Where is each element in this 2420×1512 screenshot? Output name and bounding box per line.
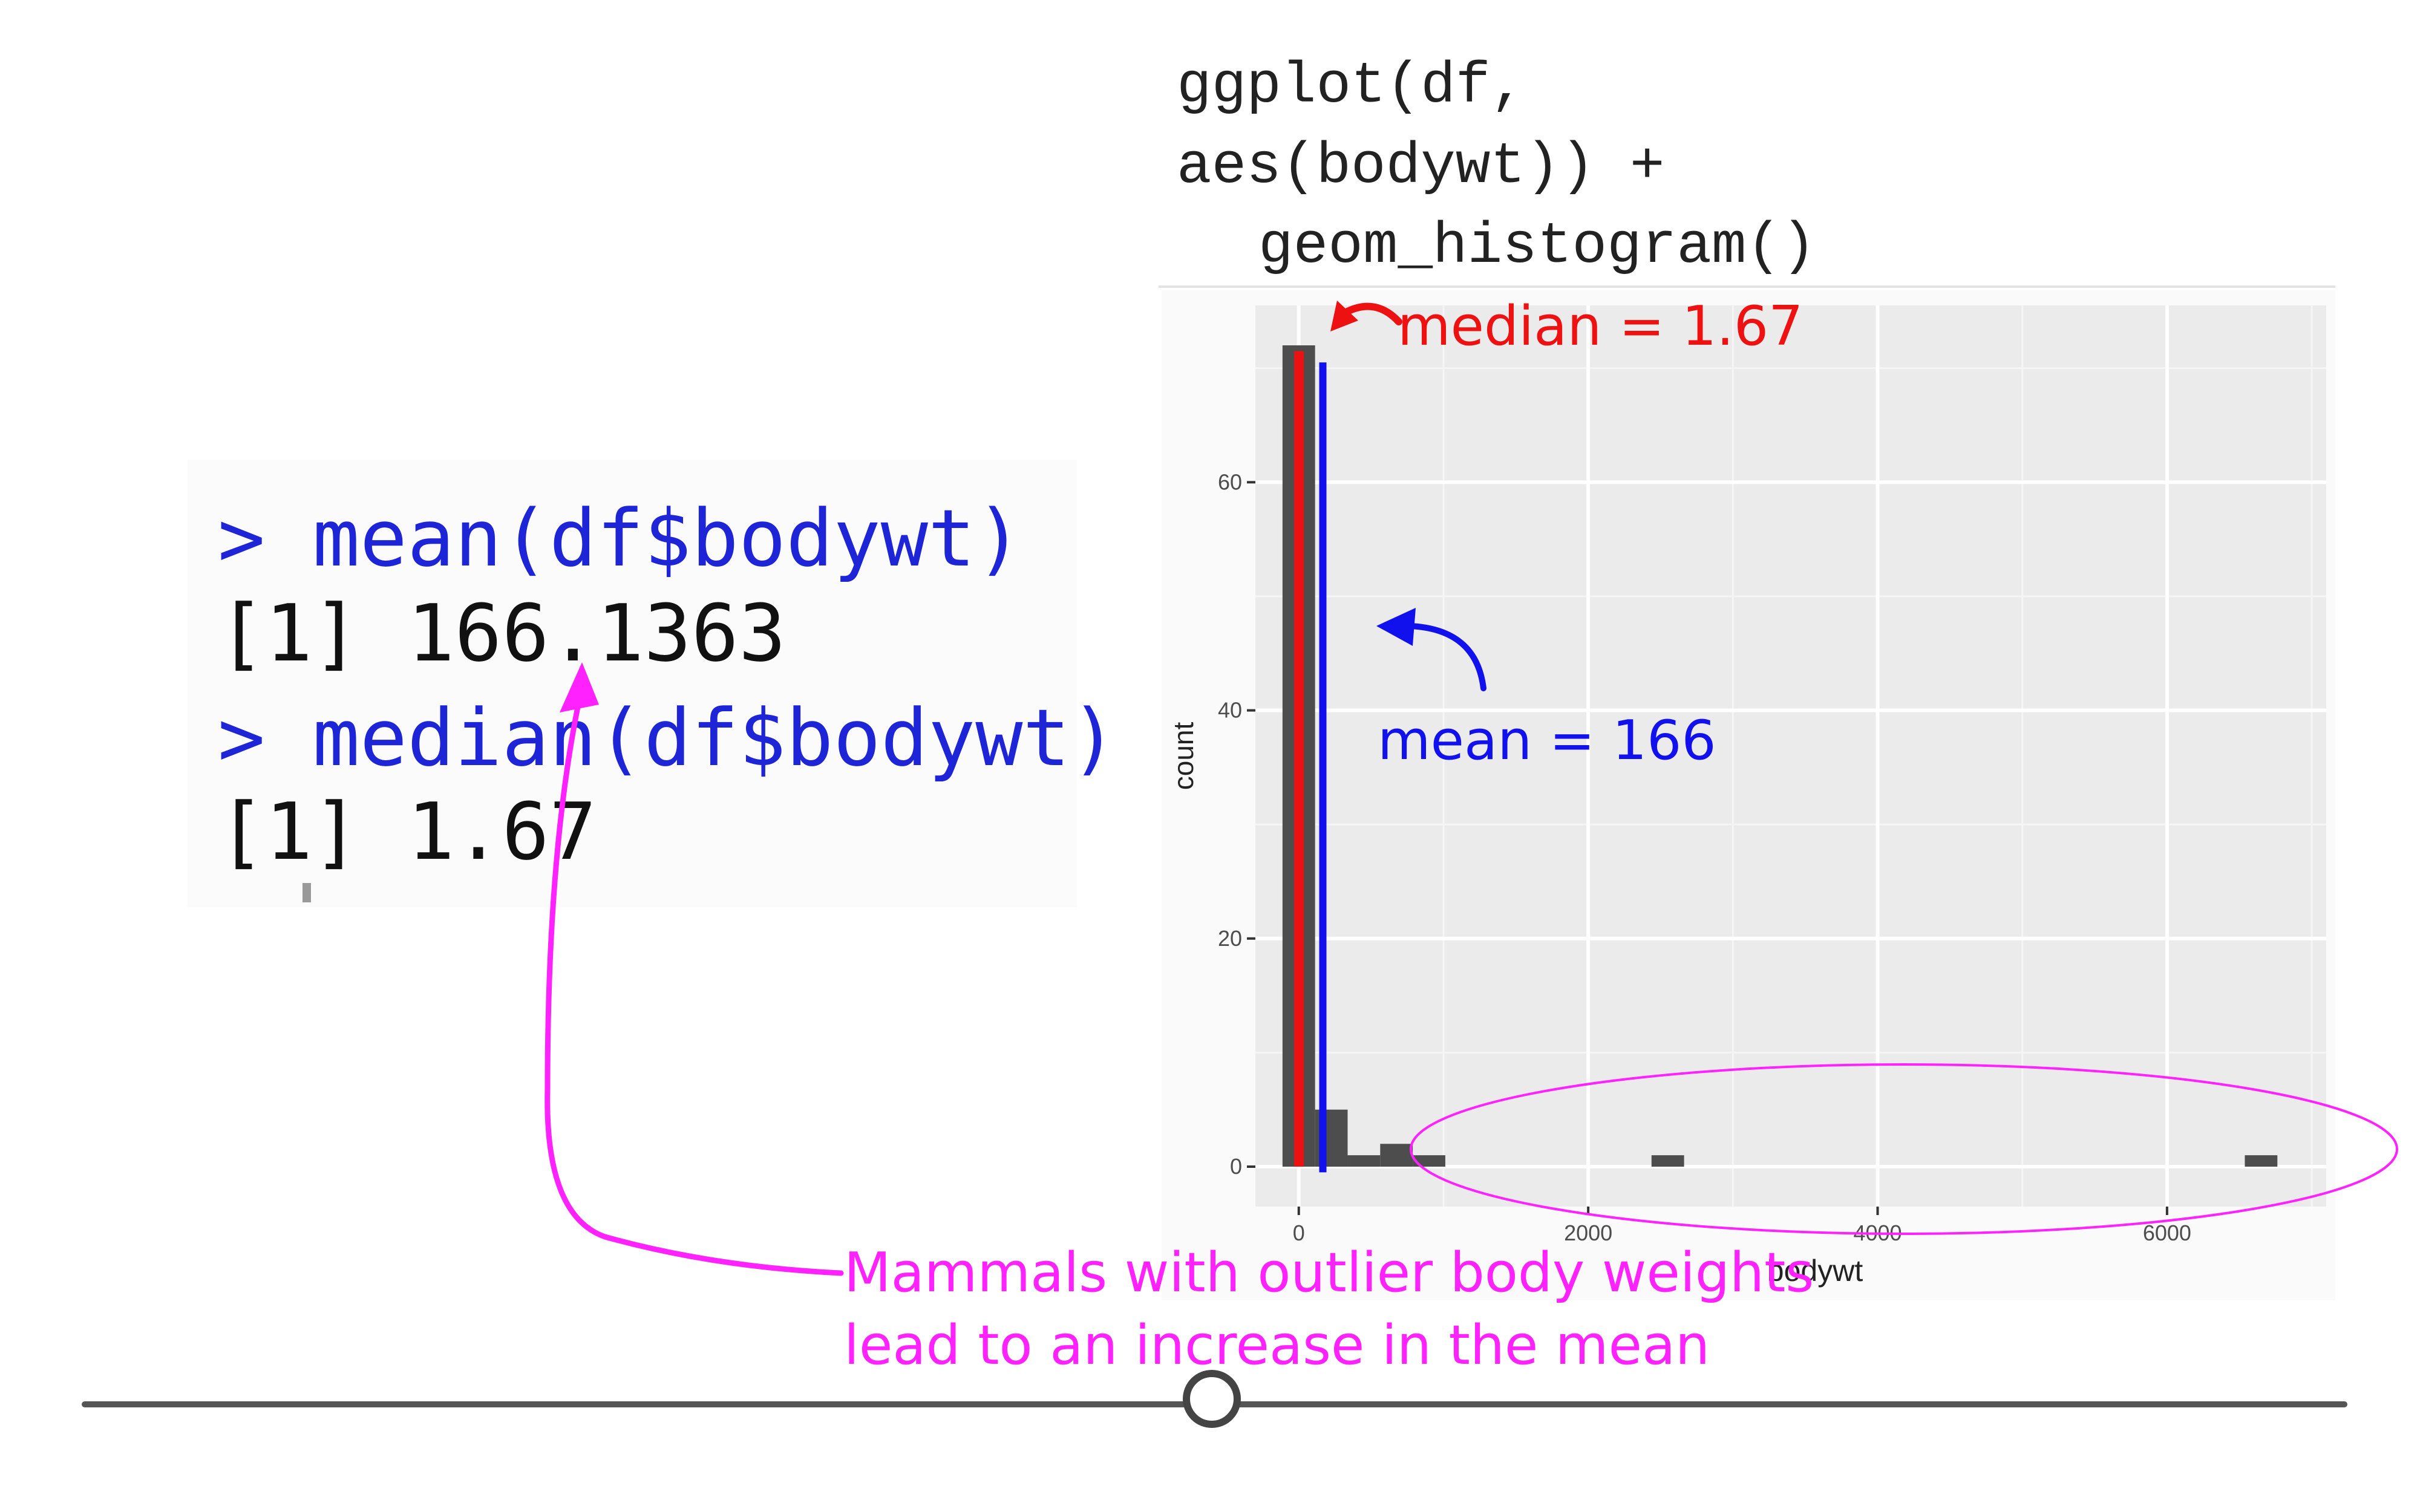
x-tick-label: 0 [1293,1220,1305,1245]
y-tick-label: 40 [1218,698,1242,723]
console-mean-command: > mean(df$bodywt) [218,492,1023,584]
y-tick-label: 0 [1230,1154,1242,1179]
console-mean-output: [1] 166.1363 [218,587,786,679]
outlier-arrowhead [560,662,599,712]
x-axis-label: bodywt [1767,1254,1863,1288]
x-tick-label: 2000 [1564,1220,1612,1245]
console-cursor [302,883,311,902]
r-console: > mean(df$bodywt) [1] 166.1363 > median(… [188,460,1117,907]
console-median-output: [1] 1.67 [218,786,597,878]
slider-knob[interactable] [1183,1370,1241,1428]
outlier-arrow [544,689,844,1276]
mean-arrow [1407,623,1486,691]
console-median-command: > median(df$bodywt) [218,692,1118,784]
y-tick-label: 60 [1218,469,1242,494]
median-arrowhead [1330,301,1358,331]
histogram-bar [1380,1144,1413,1167]
outlier-note-line-1: Mammals with outlier body weights [844,1241,1814,1305]
outlier-note-line-2: lead to an increase in the mean [844,1314,1710,1377]
plot-panel [1255,305,2326,1207]
histogram-bar [1651,1155,1684,1167]
outlier-highlight-ellipse [1410,1063,2398,1235]
y-tick-label: 20 [1218,926,1242,951]
divider [1159,285,2335,288]
reference-lines [1294,351,1327,1173]
histogram-bar [1413,1155,1445,1167]
median-arrow [1344,302,1402,325]
median-label: median = 1.67 [1398,295,1803,358]
code-line-2: aes(bodywt)) + [1177,134,1665,200]
x-tick-label: 6000 [2143,1220,2191,1245]
histogram-bar [2245,1155,2278,1167]
code-line-1: ggplot(df, [1177,53,1526,119]
histogram-bar [1347,1155,1381,1167]
code-line-3: geom_histogram() [1258,213,1816,279]
mean-label: mean = 166 [1378,709,1716,772]
mean-arrowhead [1376,608,1416,646]
y-axis-label: count [1168,722,1199,790]
